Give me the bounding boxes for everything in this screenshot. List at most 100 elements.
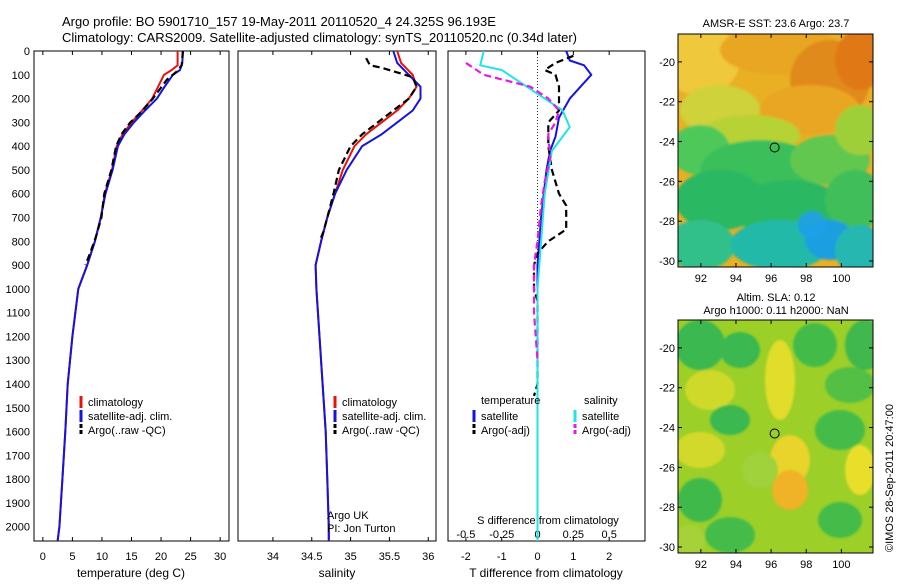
field-patch <box>685 370 735 410</box>
x-tick-label: 0 <box>534 551 540 563</box>
legend-label: Argo(-adj) <box>481 425 530 437</box>
depth-tick-label: 1800 <box>6 474 30 486</box>
map-x-tick-label: 98 <box>800 559 812 571</box>
map-y-tick-label: -26 <box>659 462 675 474</box>
map-y-tick-label: -28 <box>659 216 675 228</box>
top-tick-label: -0.5 <box>456 529 475 541</box>
depth-tick-label: 700 <box>12 213 30 225</box>
depth-tick-label: 1100 <box>6 308 30 320</box>
temperature-legend: climatology satellite-adj. clim. Argo(..ra… <box>79 396 172 437</box>
map-y-tick-label: -22 <box>659 97 675 109</box>
field-patch <box>678 220 735 267</box>
temperature-panel: 0 5 10 15 20 25 30 temperature (deg C) climato… <box>33 50 230 580</box>
series-line-black <box>318 57 418 242</box>
temperature-plot-frame <box>33 50 230 542</box>
map-x-tick-label: 92 <box>695 273 707 285</box>
depth-tick-label: 800 <box>12 236 30 248</box>
x-tick-label: 35.5 <box>379 551 400 563</box>
legend-label: Argo(-adj) <box>582 425 631 437</box>
field-patch <box>705 517 755 553</box>
legend-label: satellite-adj. clim. <box>88 411 172 423</box>
salinity-legend: climatology satellite-adj. clim. Argo(..ra… <box>333 396 426 437</box>
depth-tick-label: 100 <box>12 70 30 82</box>
imos-timestamp: ©IMOS 28-Sep-2011 20:47:00 <box>884 404 896 552</box>
map-x-tick-label: 98 <box>800 273 812 285</box>
legend-label: satellite <box>481 411 518 423</box>
temperature-series <box>56 50 184 542</box>
salinity-x-label: salinity <box>319 566 356 580</box>
field-patch <box>825 367 873 403</box>
series-line-black <box>84 50 184 266</box>
sst-argo-location-marker <box>769 142 780 153</box>
sst-color-field <box>678 34 873 267</box>
map-y-tick-label: -24 <box>659 137 675 149</box>
x-tick-label: -2 <box>461 551 471 563</box>
map-x-tick-label: 94 <box>730 559 742 571</box>
salinity-x-ticks: 34 34.5 35 35.5 36 <box>267 51 434 563</box>
legend-title-temperature: temperature <box>481 395 540 407</box>
field-patch <box>678 320 725 370</box>
x-tick-label: 30 <box>214 551 226 563</box>
depth-tick-label: 1400 <box>6 379 30 391</box>
legend-label: Argo(..raw -QC) <box>88 425 166 437</box>
temperature-x-label: temperature (deg C) <box>77 566 185 580</box>
sst-map-frame <box>677 33 874 268</box>
x-tick-label: 1 <box>570 551 576 563</box>
map-x-tick-label: 96 <box>765 559 777 571</box>
map-y-tick-label: -20 <box>659 57 675 69</box>
field-patch <box>798 211 826 239</box>
sla-map-frame <box>677 319 874 554</box>
map-y-tick-label: -22 <box>659 383 675 395</box>
depth-tick-label: 1300 <box>6 355 30 367</box>
depth-tick-label: 200 <box>12 94 30 106</box>
x-tick-label: 15 <box>125 551 137 563</box>
difference-panel: -2 -1 0 1 2-0.5 -0.25 0 0.25 0.5 S difference fr… <box>447 50 646 580</box>
temperature-x-ticks: 0 5 10 15 20 25 30 <box>40 51 226 563</box>
series-line-blue <box>314 50 422 541</box>
legend-title-salinity: salinity <box>584 395 618 407</box>
map-y-tick-label: -24 <box>659 423 675 435</box>
field-patch <box>835 105 873 155</box>
depth-tick-label: 1000 <box>6 284 30 296</box>
depth-tick-label: 400 <box>12 141 30 153</box>
field-patch <box>835 34 873 90</box>
field-patch <box>835 225 873 267</box>
sst-map-title: AMSR-E SST: 23.6 Argo: 23.7 <box>703 18 850 30</box>
x-tick-label: 0 <box>40 551 46 563</box>
sla-argo-location-marker <box>769 428 780 439</box>
map-y-tick-label: -26 <box>659 176 675 188</box>
difference-x-label: T difference from climatology <box>469 566 623 580</box>
legend-label: satellite-adj. clim. <box>342 411 426 423</box>
difference-top-label: S difference from climatology <box>477 515 619 527</box>
series-line-blue <box>536 50 593 541</box>
x-tick-label: 2 <box>606 551 612 563</box>
top-tick-label: 0.5 <box>602 529 617 541</box>
map-x-tick-label: 92 <box>695 559 707 571</box>
field-patch <box>825 170 873 230</box>
depth-tick-label: 2000 <box>6 522 30 534</box>
field-patch <box>770 435 810 485</box>
depth-tick-label: 500 <box>12 165 30 177</box>
series-line-blue <box>56 50 184 542</box>
map-x-tick-label: 96 <box>765 273 777 285</box>
sst-map: AMSR-E SST: 23.6 Argo: 23.7 92 94 96 98 100 -… <box>659 18 874 285</box>
sla-map-ticks: 92 94 96 98 100 -20 -22 -24 -26 -28 -30 <box>659 320 873 571</box>
salinity-series <box>314 50 422 541</box>
salinity-panel: 34 34.5 35 35.5 36 salinity climatology satel… <box>237 50 437 580</box>
map-x-tick-label: 100 <box>832 273 850 285</box>
x-tick-label: -1 <box>497 551 507 563</box>
sla-color-field <box>678 320 873 553</box>
map-y-tick-label: -20 <box>659 343 675 355</box>
legend-label: Argo(..raw -QC) <box>342 425 420 437</box>
depth-tick-label: 1500 <box>6 403 30 415</box>
field-patch <box>845 320 873 370</box>
x-tick-label: 5 <box>69 551 75 563</box>
depth-tick-label: 0 <box>24 46 30 58</box>
x-tick-label: 25 <box>184 551 196 563</box>
series-line-magenta <box>465 61 561 361</box>
sla-map: Altim. SLA: 0.12 Argo h1000: 0.11 h2000:… <box>659 292 874 571</box>
legend-label: climatology <box>88 397 144 409</box>
field-patch <box>818 502 862 538</box>
